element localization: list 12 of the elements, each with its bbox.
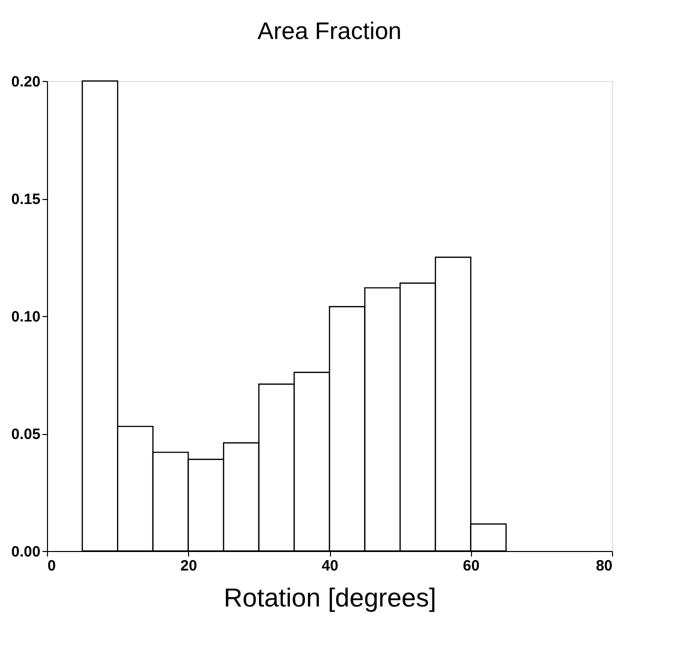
x-tick-label: 20 bbox=[180, 558, 198, 574]
y-tick-label: 0.00 bbox=[11, 544, 40, 560]
x-tick-label: 40 bbox=[322, 558, 338, 574]
x-axis-title: Rotation [degrees] bbox=[224, 582, 436, 612]
y-tick-label: 0.20 bbox=[11, 74, 40, 90]
x-tick-label: 60 bbox=[462, 558, 480, 574]
chart-title: Area Fraction bbox=[257, 18, 402, 45]
y-tick-label: 0.15 bbox=[11, 191, 40, 208]
x-tick-label: 80 bbox=[596, 558, 612, 574]
y-tick-label: 0.05 bbox=[11, 426, 40, 443]
x-tick-label: 0 bbox=[48, 558, 56, 574]
y-tick-label: 0.10 bbox=[11, 308, 40, 326]
